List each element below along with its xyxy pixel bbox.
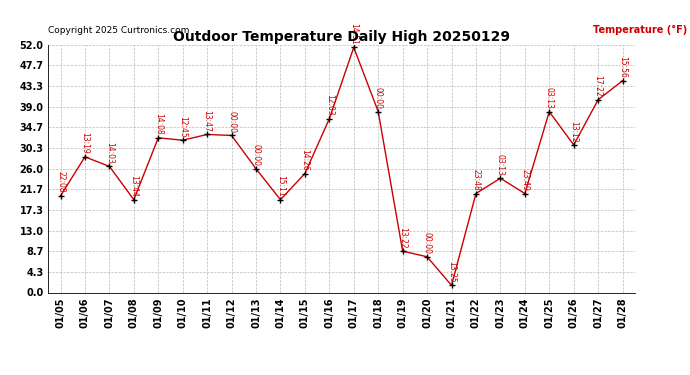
Text: 22:08: 22:08 (56, 171, 65, 193)
Text: 13:19: 13:19 (81, 132, 90, 154)
Text: 00:00: 00:00 (422, 232, 431, 254)
Text: 23:49: 23:49 (520, 169, 529, 191)
Text: 15:56: 15:56 (618, 56, 627, 78)
Text: 13:12: 13:12 (569, 120, 578, 142)
Text: 00:00: 00:00 (227, 111, 236, 133)
Text: 13:25: 13:25 (447, 261, 456, 283)
Text: 14:51: 14:51 (349, 23, 358, 45)
Text: 23:48: 23:48 (471, 169, 480, 191)
Title: Outdoor Temperature Daily High 20250129: Outdoor Temperature Daily High 20250129 (173, 30, 510, 44)
Text: 14:08: 14:08 (154, 113, 163, 135)
Text: 14:03: 14:03 (105, 142, 114, 164)
Text: 14:26: 14:26 (300, 149, 309, 171)
Text: 17:22: 17:22 (593, 75, 602, 97)
Text: 12:45: 12:45 (178, 116, 187, 137)
Text: 13:44: 13:44 (129, 175, 138, 197)
Text: 13:22: 13:22 (398, 227, 407, 248)
Text: 03:13: 03:13 (496, 154, 505, 176)
Text: Temperature (°F): Temperature (°F) (593, 25, 688, 35)
Text: 12:03: 12:03 (325, 94, 334, 116)
Text: 00:00: 00:00 (374, 87, 383, 109)
Text: 15:11: 15:11 (276, 175, 285, 197)
Text: 00:00: 00:00 (252, 144, 261, 166)
Text: Copyright 2025 Curtronics.com: Copyright 2025 Curtronics.com (48, 26, 190, 35)
Text: 13:47: 13:47 (203, 110, 212, 132)
Text: 03:13: 03:13 (545, 87, 554, 109)
